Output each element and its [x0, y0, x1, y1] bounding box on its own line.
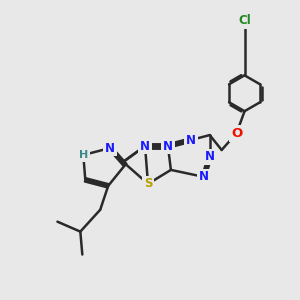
Text: O: O: [231, 127, 242, 140]
Text: N: N: [199, 170, 209, 183]
Text: N: N: [163, 140, 173, 152]
Text: H: H: [79, 150, 88, 160]
Text: S: S: [144, 177, 152, 190]
Text: N: N: [205, 151, 215, 164]
Text: N: N: [105, 142, 115, 154]
Text: N: N: [140, 140, 150, 152]
Text: N: N: [186, 134, 196, 146]
Text: Cl: Cl: [238, 14, 251, 27]
